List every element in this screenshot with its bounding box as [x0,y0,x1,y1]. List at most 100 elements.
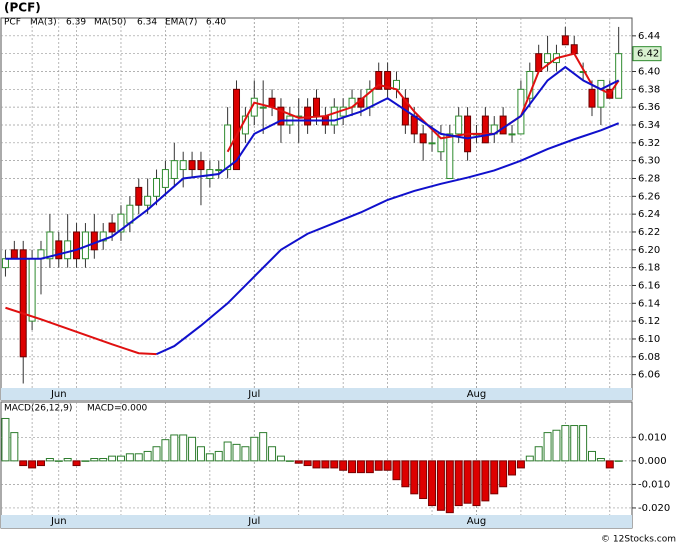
macd-bar [223,441,232,462]
candle-body [28,258,36,322]
candle-body [446,133,454,179]
line-1 [156,122,620,356]
macd-bar [152,446,161,462]
y-tick-label: 6.12 [638,316,660,327]
macd-bar [410,460,419,495]
macd-title: MACD(26,12,9) [4,404,72,414]
candle-body [170,160,178,179]
legend-name: MA(50) [94,18,126,28]
candle-body [55,240,63,260]
legend-value: 6.40 [206,18,226,28]
candle-body [428,142,436,145]
macd-bar [428,460,437,507]
y-tick-label: 6.26 [638,191,660,202]
last-price-box [632,46,662,62]
macd-bar [588,450,597,462]
macd-bar [19,460,28,467]
macd-bar [570,425,579,462]
macd-bar [241,446,250,462]
candle-body [99,231,107,242]
y-tick-label: 6.08 [638,352,660,363]
candle-body [135,186,143,206]
y-tick-label: 6.40 [638,66,660,77]
y-tick-label: 6.18 [638,263,660,274]
y-tick-label: -0.010 [638,479,670,490]
y-tick-label: -0.020 [638,503,670,514]
y-tick-label: 6.10 [638,334,660,345]
macd-bar [125,453,134,462]
macd-bar [259,432,268,462]
candle-body [384,70,392,90]
legend-name: EMA(7) [165,18,197,28]
macd-bar [294,460,303,464]
y-tick-label: 6.36 [638,102,660,113]
macd-bar [196,446,205,462]
candle-body [499,115,507,135]
candle-body [179,160,187,171]
x-tick-label: Jul [247,516,260,527]
candle-body [277,106,285,126]
macd-bar [534,446,543,462]
macd-date-strip [1,515,632,528]
macd-bar [54,460,63,462]
candle-body [313,97,320,117]
macd-bar [134,453,143,462]
y-tick-label: 6.32 [638,138,660,149]
x-tick-label: Aug [467,516,487,527]
candle-body [419,133,427,144]
macd-bar [525,455,534,462]
candle-body [259,106,267,109]
candle-body [153,177,161,197]
y-tick-label: 6.14 [638,298,660,309]
macd-bar [605,460,614,469]
legend-symbol: PCF [4,18,21,28]
macd-bar [161,439,170,462]
macd-bar [99,458,108,462]
macd-bar [401,460,410,488]
y-tick-label: 6.28 [638,173,660,184]
macd-bar [499,460,508,488]
macd-bar [374,460,383,471]
legend-value: 6.34 [137,18,157,28]
macd-bar [463,460,472,504]
legend-value: 6.39 [66,18,86,28]
candle-body [19,249,27,358]
macd-bar [490,460,499,495]
y-tick-label: 6.24 [638,209,660,220]
macd-bar [419,460,428,500]
macd-bar [454,460,463,507]
line-0 [226,52,620,153]
macd-subtitle: MACD=0.000 [87,404,148,414]
candle-body [410,115,418,135]
y-tick-label: 6.44 [638,31,660,42]
candle-body [188,160,196,171]
macd-bar [1,417,10,462]
macd-bar [268,446,277,462]
macd-bar [303,460,312,467]
macd-bar [214,450,223,462]
candle-body [579,70,587,73]
macd-bar [472,460,481,507]
macd-bar [28,460,37,469]
candle-body [46,231,54,260]
macd-bar [508,460,517,476]
macd-bar [188,436,197,462]
macd-bar [561,425,570,462]
x-tick-label: Jun [50,516,67,527]
macd-bar [179,434,188,462]
macd-bar [143,450,152,462]
candle-body [330,106,338,126]
candle-body [455,115,463,135]
macd-bar [36,460,45,467]
candle-body [64,240,72,260]
macd-bar [543,432,552,462]
macd-bar [108,455,117,462]
macd-bar [552,429,561,462]
y-tick-label: 6.34 [638,120,660,131]
y-tick-label: 6.06 [638,370,660,381]
macd-bar [445,460,454,514]
legend-name: MA(3) [30,18,57,28]
y-tick-label: 6.38 [638,84,660,95]
candle-body [73,231,81,260]
